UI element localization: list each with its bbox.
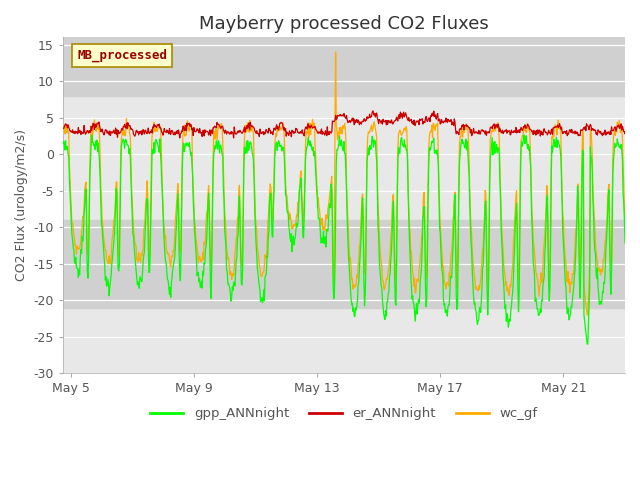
Title: Mayberry processed CO2 Fluxes: Mayberry processed CO2 Fluxes bbox=[199, 15, 489, 33]
Text: MB_processed: MB_processed bbox=[77, 49, 167, 62]
Bar bbox=[63, 220, 625, 308]
Y-axis label: CO2 Flux (urology/m2/s): CO2 Flux (urology/m2/s) bbox=[15, 129, 28, 281]
Legend: gpp_ANNnight, er_ANNnight, wc_gf: gpp_ANNnight, er_ANNnight, wc_gf bbox=[145, 402, 543, 425]
Bar bbox=[63, 37, 625, 96]
